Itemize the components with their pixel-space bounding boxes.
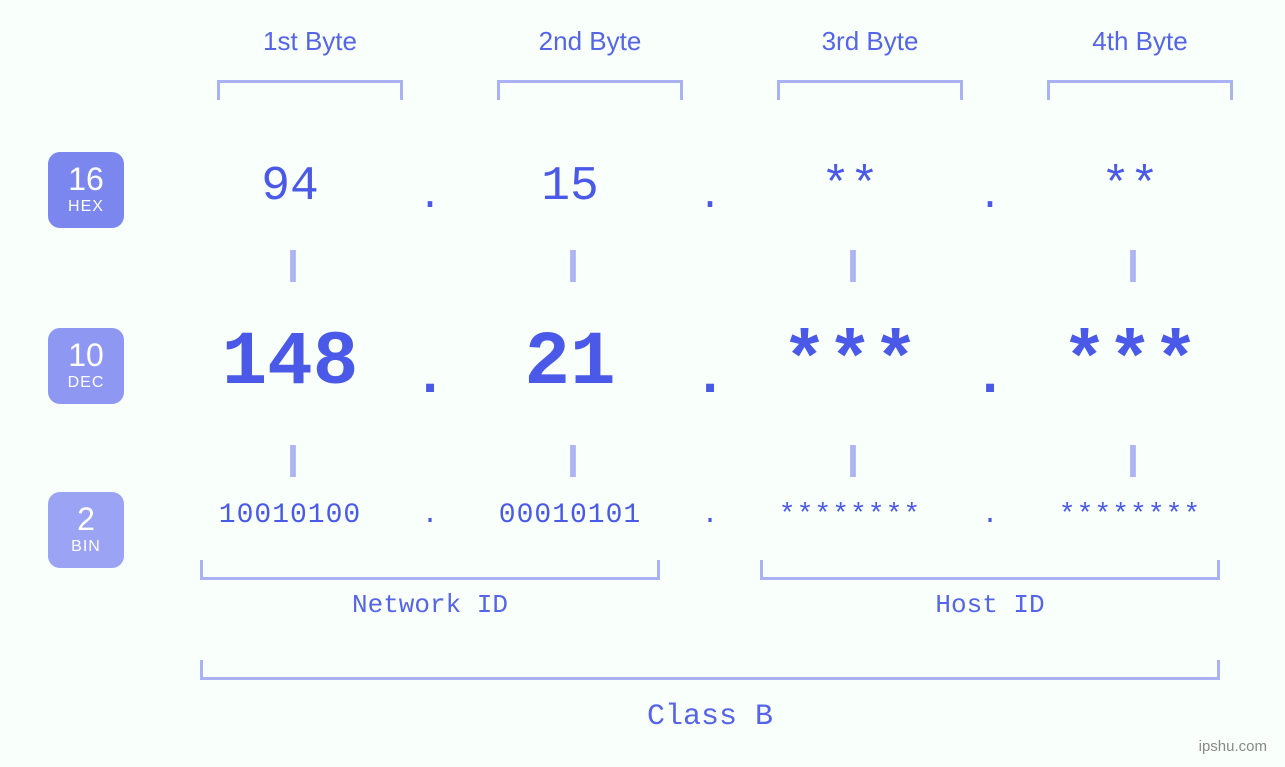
eq-1-1: ||: [170, 245, 410, 284]
dec-dot-1: .: [410, 345, 450, 409]
hex-byte-2: 15: [450, 160, 690, 214]
dec-byte-3: ***: [730, 320, 970, 406]
byte-label-4: 4th Byte: [1040, 26, 1240, 57]
equals-row-2: || || || ||: [170, 440, 1250, 479]
host-bracket: [760, 560, 1220, 580]
class-bracket: [200, 660, 1220, 680]
bin-byte-4: ********: [1010, 500, 1250, 531]
bin-byte-1: 10010100: [170, 500, 410, 531]
eq-1-2: ||: [450, 245, 690, 284]
dec-row: 148 . 21 . *** . ***: [170, 320, 1250, 406]
badge-bin-num: 2: [77, 503, 95, 535]
hex-row: 94 . 15 . ** . **: [170, 160, 1250, 214]
hex-byte-4: **: [1010, 160, 1250, 214]
watermark: ipshu.com: [1199, 738, 1267, 755]
dec-byte-4: ***: [1010, 320, 1250, 406]
bin-dot-3: .: [970, 500, 1010, 531]
eq-1-3: ||: [730, 245, 970, 284]
bin-byte-2: 00010101: [450, 500, 690, 531]
dec-byte-2: 21: [450, 320, 690, 406]
hex-dot-3: .: [970, 175, 1010, 220]
dec-dot-3: .: [970, 345, 1010, 409]
dec-byte-1: 148: [170, 320, 410, 406]
bin-dot-2: .: [690, 500, 730, 531]
eq-2-1: ||: [170, 440, 410, 479]
dec-dot-2: .: [690, 345, 730, 409]
bin-dot-1: .: [410, 500, 450, 531]
top-bracket-1: [217, 80, 403, 100]
badge-hex: 16 HEX: [48, 152, 124, 228]
hex-dot-1: .: [410, 175, 450, 220]
eq-1-4: ||: [1010, 245, 1250, 284]
class-label: Class B: [200, 700, 1220, 734]
network-id-label: Network ID: [200, 590, 660, 620]
eq-2-3: ||: [730, 440, 970, 479]
byte-label-3: 3rd Byte: [770, 26, 970, 57]
bin-byte-3: ********: [730, 500, 970, 531]
badge-bin-abbr: BIN: [71, 537, 101, 556]
top-bracket-2: [497, 80, 683, 100]
eq-2-2: ||: [450, 440, 690, 479]
bin-row: 10010100 . 00010101 . ******** . *******…: [170, 500, 1250, 531]
top-bracket-3: [777, 80, 963, 100]
badge-dec-num: 10: [68, 339, 104, 371]
top-bracket-4: [1047, 80, 1233, 100]
hex-dot-2: .: [690, 175, 730, 220]
badge-bin: 2 BIN: [48, 492, 124, 568]
hex-byte-3: **: [730, 160, 970, 214]
byte-label-2: 2nd Byte: [490, 26, 690, 57]
host-id-label: Host ID: [760, 590, 1220, 620]
hex-byte-1: 94: [170, 160, 410, 214]
badge-hex-num: 16: [68, 163, 104, 195]
eq-2-4: ||: [1010, 440, 1250, 479]
network-bracket: [200, 560, 660, 580]
badge-hex-abbr: HEX: [68, 197, 104, 216]
ip-diagram: 1st Byte 2nd Byte 3rd Byte 4th Byte 16 H…: [0, 0, 1285, 767]
byte-label-1: 1st Byte: [210, 26, 410, 57]
equals-row-1: || || || ||: [170, 245, 1250, 284]
badge-dec-abbr: DEC: [68, 373, 105, 392]
badge-dec: 10 DEC: [48, 328, 124, 404]
